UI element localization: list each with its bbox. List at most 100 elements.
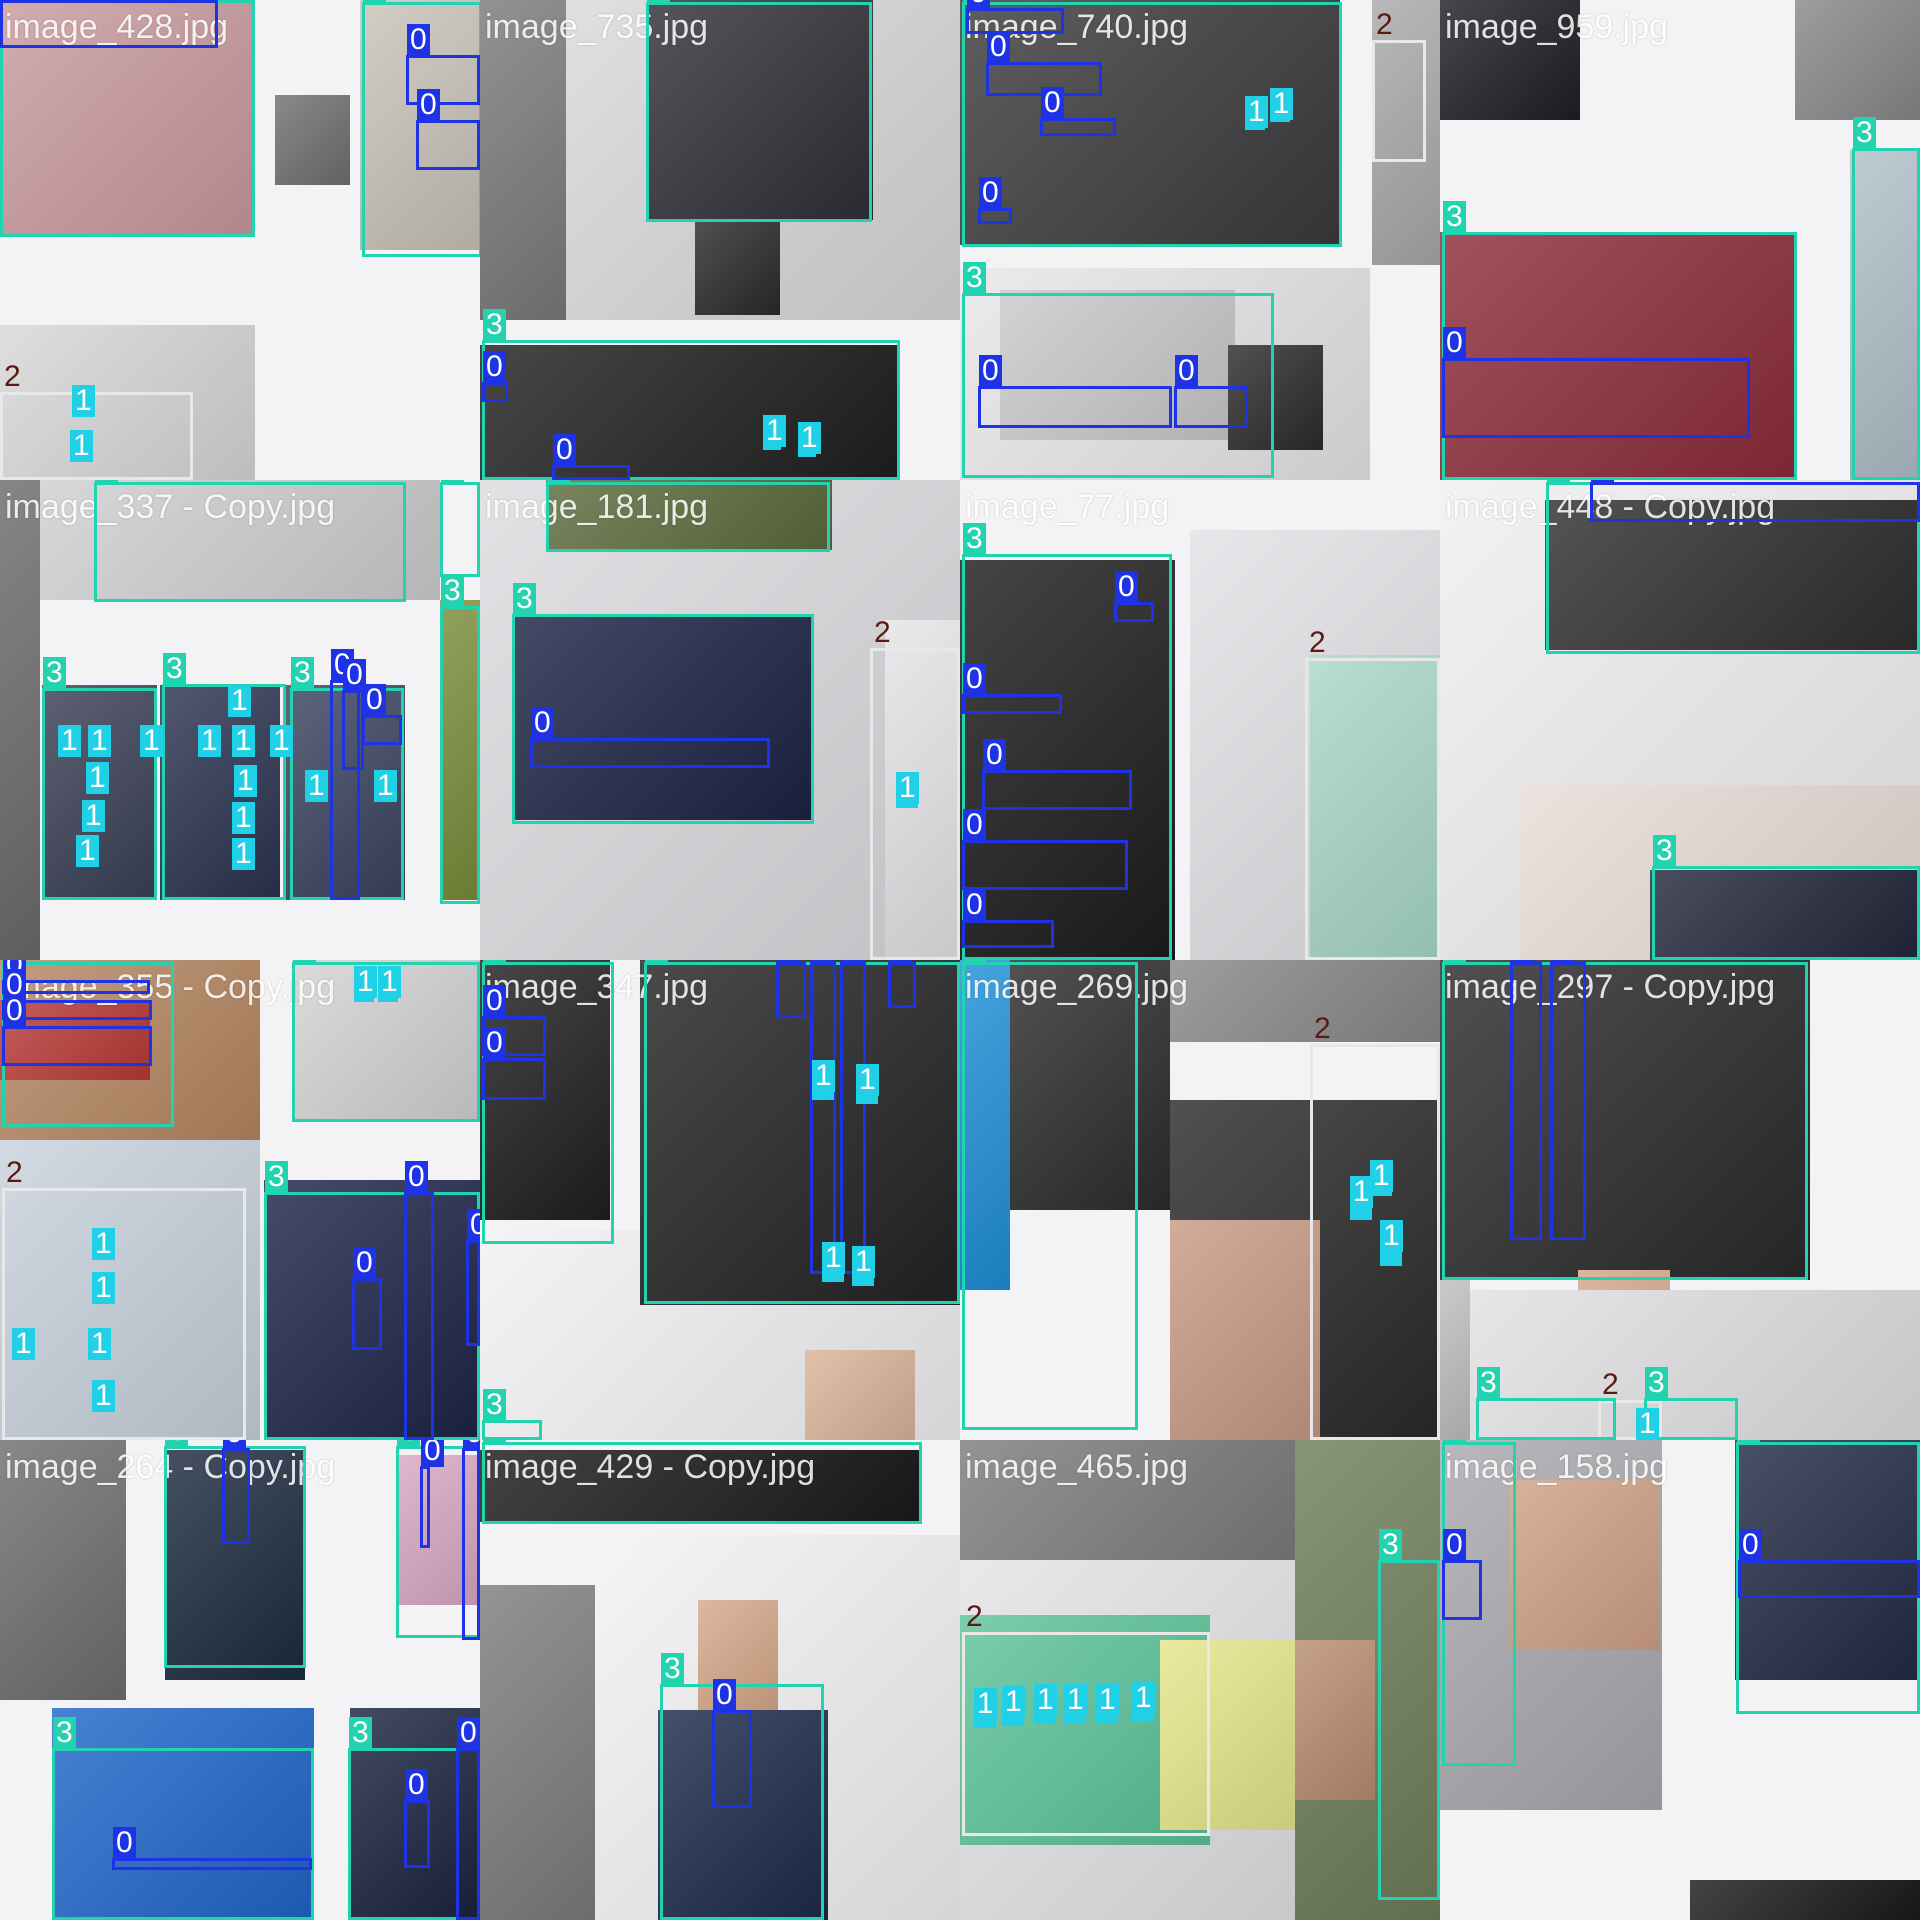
detection-box-class-1: 1 — [234, 765, 257, 797]
detection-box-class-0: 0 — [966, 0, 1064, 34]
detection-label: 1 — [1270, 88, 1293, 120]
detection-box-class-3: 3 — [1442, 960, 1808, 1280]
detection-label: 1 — [232, 802, 255, 834]
detection-box-class-0: 0 — [416, 89, 480, 170]
detection-label: 3 — [1443, 201, 1466, 233]
detection-label: 3 — [1443, 960, 1466, 963]
detection-box-class-1: 1 — [88, 725, 111, 757]
detection-label: 1 — [92, 1228, 115, 1260]
detection-label: 0 — [483, 351, 506, 383]
photo-region — [960, 960, 1010, 1290]
detection-label: 3 — [483, 960, 506, 963]
detection-box-class-1: 1 — [140, 725, 163, 757]
detection-label: 0 — [483, 985, 506, 1017]
detection-label: 0 — [483, 1027, 506, 1059]
detection-label: 0 — [1443, 1529, 1466, 1561]
mosaic-tile: image_429 - Copy.jpg330 — [480, 1440, 960, 1920]
detection-box-class-1: 1 — [1380, 1220, 1403, 1266]
photo-region — [0, 480, 40, 960]
detection-label: 0 — [841, 960, 864, 963]
detection-label: 0 — [363, 684, 386, 716]
detection-box-class-2: 2 — [1372, 9, 1426, 162]
photo-region — [1440, 0, 1580, 120]
detection-label: 0 — [963, 889, 986, 921]
detection-box-class-0: 0 — [810, 960, 836, 1274]
mosaic-tile: image_181.jpg 3 3 0 2 1 — [480, 480, 960, 960]
detection-box-class-3: 3 — [1378, 1529, 1440, 1900]
mosaic-tile: image_347.jpg3003000011113 — [480, 960, 960, 1440]
tile-filename: image_429 - Copy.jpg — [485, 1448, 816, 1486]
detection-label: 2 — [1602, 1368, 1619, 1401]
detection-box-class-3: 3 — [440, 575, 480, 904]
detection-label: 1 — [1132, 1682, 1155, 1714]
detection-box-class-1: 1 — [12, 1328, 35, 1360]
detection-box-class-1: 1 — [232, 838, 255, 870]
detection-box-class-1: 1 — [856, 1064, 879, 1104]
detection-label: 1 — [270, 725, 293, 757]
detection-label: 0 — [417, 89, 440, 121]
detection-label: 1 — [1096, 1684, 1119, 1716]
detection-box-class-0: 0 — [1738, 1529, 1920, 1598]
detection-box-class-0: 0 — [712, 1679, 752, 1808]
detection-box-class-0: 0 — [222, 1440, 250, 1544]
tile-filename: image_269.jpg — [965, 968, 1189, 1006]
detection-label: 1 — [354, 966, 377, 998]
detection-label: 0 — [457, 1717, 480, 1749]
detection-label: 0 — [343, 659, 366, 691]
detection-box-class-3: 3 — [1476, 1367, 1616, 1440]
detection-box-class-1: 1 — [232, 725, 255, 757]
detection-label: 1 — [72, 385, 95, 417]
detection-box-class-1: 1 — [822, 1242, 845, 1282]
detection-label: 1 — [86, 762, 109, 794]
detection-label: 3 — [165, 1440, 188, 1447]
mosaic-tile: image_465.jpg 2 1 1 1 1 1 1 3 — [960, 1440, 1440, 1920]
photo-region — [658, 1710, 828, 1920]
detection-box-class-1: 1 — [70, 430, 93, 462]
detection-box-class-1: 1 — [1034, 1684, 1057, 1724]
detection-box-class-3: 3 — [42, 657, 157, 900]
detection-box-class-0: 0 — [962, 663, 1062, 714]
detection-label: 3 — [547, 480, 570, 483]
detection-box-class-3: 3 — [52, 1717, 314, 1920]
detection-label: 3 — [163, 653, 186, 685]
detection-label: 0 — [113, 1827, 136, 1859]
photo-region — [1690, 1880, 1920, 1920]
mosaic-tile: image_355 - Copy.jpg30003112111113000 — [0, 960, 480, 1440]
detection-box-class-2: 2 — [962, 1601, 1210, 1836]
detection-label: 3 — [483, 1389, 506, 1421]
detection-label: 3 — [349, 1717, 372, 1749]
detection-box-class-3: 3 — [1852, 117, 1920, 480]
detection-box-class-0: 0 — [406, 24, 480, 105]
detection-label: 3 — [1477, 1367, 1500, 1399]
detection-label: 0 — [1511, 960, 1534, 963]
detection-label: 1 — [228, 685, 251, 717]
detection-label: 0 — [1041, 87, 1064, 119]
detection-box-class-1: 1 — [1002, 1686, 1025, 1726]
detection-box-class-1: 1 — [1245, 96, 1268, 130]
detection-label: 1 — [974, 1688, 997, 1720]
detection-box-class-3: 3 — [962, 960, 1138, 1430]
detection-box-class-0: 0 — [1174, 355, 1248, 428]
detection-label: 0 — [467, 1209, 480, 1241]
detection-label: 3 — [53, 1717, 76, 1749]
detection-label: 0 — [405, 1161, 428, 1193]
detection-label: 3 — [95, 480, 118, 483]
detection-box-class-1: 1 — [82, 800, 105, 832]
detection-label: 0 — [1591, 480, 1614, 483]
detection-label: 2 — [4, 360, 21, 393]
detection-box-class-0: 0 — [530, 707, 770, 768]
detection-box-class-0: 0 — [552, 434, 630, 480]
photo-region — [695, 220, 780, 315]
photo-region — [1440, 960, 1810, 1280]
detection-box-class-3: 3 — [482, 309, 900, 480]
detection-label: 0 — [3, 969, 26, 1001]
detection-label: 3 — [647, 0, 670, 3]
photo-region — [1545, 500, 1920, 650]
photo-region — [275, 95, 350, 185]
detection-box-class-0: 0 — [456, 1717, 480, 1920]
detection-box-class-1: 1 — [76, 835, 99, 867]
detection-box-class-0: 0 — [776, 960, 806, 1018]
photo-region — [1295, 1640, 1375, 1800]
